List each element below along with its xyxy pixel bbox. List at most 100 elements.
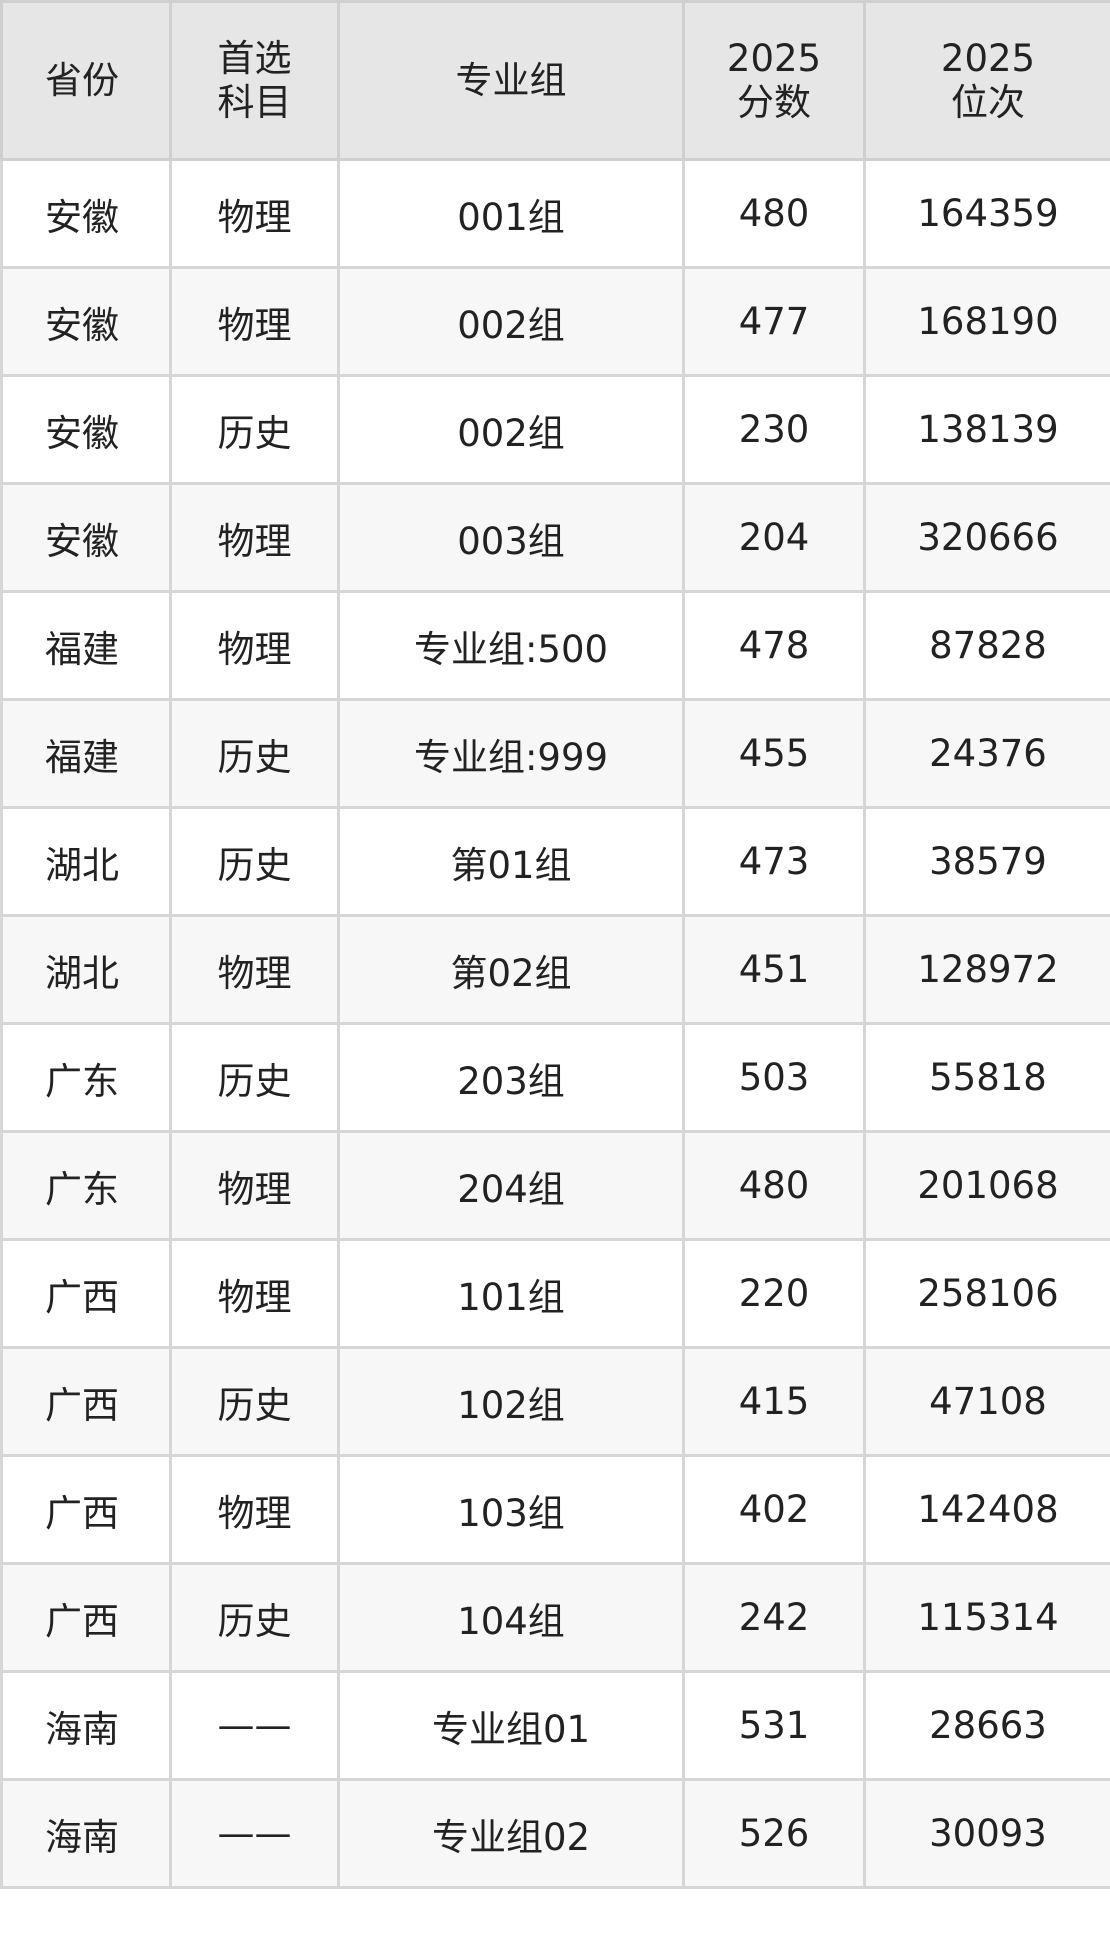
admission-score-table: 省份 首选 科目 专业组 2025 分数 2025 位次 安徽 物理 001组 480 164359 安… [0, 0, 1110, 1889]
table-row: 福建 历史 专业组:999 455 24376 [0, 698, 1110, 809]
cell-score: 451 [682, 914, 866, 1025]
table-row: 广西 历史 104组 242 115314 [0, 1562, 1110, 1673]
cell-province: 广西 [0, 1238, 172, 1349]
cell-group: 001组 [337, 158, 685, 269]
table-row: 广东 历史 203组 503 55818 [0, 1022, 1110, 1133]
cell-score: 204 [682, 482, 866, 593]
cell-group: 204组 [337, 1130, 685, 1241]
table-row: 安徽 物理 002组 477 168190 [0, 266, 1110, 377]
cell-group: 101组 [337, 1238, 685, 1349]
cell-subject: 物理 [169, 1454, 340, 1565]
cell-rank: 28663 [863, 1670, 1110, 1781]
cell-subject: 物理 [169, 914, 340, 1025]
cell-score: 526 [682, 1778, 866, 1889]
header-rank: 2025 位次 [863, 0, 1110, 161]
cell-score: 230 [682, 374, 866, 485]
table-row: 湖北 物理 第02组 451 128972 [0, 914, 1110, 1025]
cell-group: 专业组:500 [337, 590, 685, 701]
cell-score: 478 [682, 590, 866, 701]
cell-subject: 物理 [169, 590, 340, 701]
cell-subject: 历史 [169, 1346, 340, 1457]
cell-rank: 168190 [863, 266, 1110, 377]
cell-province: 广西 [0, 1346, 172, 1457]
header-province: 省份 [0, 0, 172, 161]
cell-group: 专业组02 [337, 1778, 685, 1889]
table-row: 安徽 物理 001组 480 164359 [0, 158, 1110, 269]
cell-group: 103组 [337, 1454, 685, 1565]
cell-rank: 24376 [863, 698, 1110, 809]
cell-rank: 115314 [863, 1562, 1110, 1673]
table-row: 广西 历史 102组 415 47108 [0, 1346, 1110, 1457]
cell-province: 福建 [0, 698, 172, 809]
table-row: 福建 物理 专业组:500 478 87828 [0, 590, 1110, 701]
cell-province: 福建 [0, 590, 172, 701]
cell-province: 安徽 [0, 266, 172, 377]
cell-rank: 142408 [863, 1454, 1110, 1565]
cell-score: 220 [682, 1238, 866, 1349]
header-label: 位次 [951, 80, 1025, 124]
header-label: 省份 [45, 58, 119, 102]
cell-province: 广西 [0, 1562, 172, 1673]
cell-group: 第01组 [337, 806, 685, 917]
cell-score: 503 [682, 1022, 866, 1133]
cell-rank: 320666 [863, 482, 1110, 593]
cell-rank: 38579 [863, 806, 1110, 917]
header-score: 2025 分数 [682, 0, 866, 161]
header-label: 2025 [940, 36, 1036, 80]
cell-subject: —— [169, 1670, 340, 1781]
cell-rank: 128972 [863, 914, 1110, 1025]
cell-group: 专业组:999 [337, 698, 685, 809]
cell-province: 海南 [0, 1778, 172, 1889]
table-row: 海南 —— 专业组02 526 30093 [0, 1778, 1110, 1889]
table-row: 海南 —— 专业组01 531 28663 [0, 1670, 1110, 1781]
table-row: 广西 物理 101组 220 258106 [0, 1238, 1110, 1349]
table-row: 安徽 历史 002组 230 138139 [0, 374, 1110, 485]
cell-score: 455 [682, 698, 866, 809]
cell-rank: 201068 [863, 1130, 1110, 1241]
table-row: 广西 物理 103组 402 142408 [0, 1454, 1110, 1565]
cell-subject: 历史 [169, 1562, 340, 1673]
cell-rank: 164359 [863, 158, 1110, 269]
cell-subject: 历史 [169, 1022, 340, 1133]
cell-score: 415 [682, 1346, 866, 1457]
cell-rank: 55818 [863, 1022, 1110, 1133]
header-label: 科目 [217, 80, 292, 124]
cell-score: 473 [682, 806, 866, 917]
header-row: 省份 首选 科目 专业组 2025 分数 2025 位次 [0, 0, 1110, 161]
cell-subject: 物理 [169, 1130, 340, 1241]
cell-rank: 138139 [863, 374, 1110, 485]
cell-subject: 历史 [169, 698, 340, 809]
header-label: 专业组 [455, 58, 567, 102]
cell-score: 402 [682, 1454, 866, 1565]
cell-province: 安徽 [0, 482, 172, 593]
header-subject: 首选 科目 [169, 0, 340, 161]
cell-subject: 物理 [169, 266, 340, 377]
cell-province: 安徽 [0, 158, 172, 269]
cell-group: 203组 [337, 1022, 685, 1133]
cell-province: 广东 [0, 1022, 172, 1133]
cell-score: 242 [682, 1562, 866, 1673]
cell-group: 002组 [337, 374, 685, 485]
cell-group: 002组 [337, 266, 685, 377]
cell-province: 海南 [0, 1670, 172, 1781]
header-group: 专业组 [337, 0, 685, 161]
cell-subject: 物理 [169, 1238, 340, 1349]
cell-group: 专业组01 [337, 1670, 685, 1781]
cell-subject: 历史 [169, 374, 340, 485]
cell-subject: 物理 [169, 158, 340, 269]
cell-subject: —— [169, 1778, 340, 1889]
cell-score: 480 [682, 158, 866, 269]
cell-rank: 87828 [863, 590, 1110, 701]
table-row: 广东 物理 204组 480 201068 [0, 1130, 1110, 1241]
cell-rank: 30093 [863, 1778, 1110, 1889]
cell-group: 102组 [337, 1346, 685, 1457]
cell-subject: 历史 [169, 806, 340, 917]
cell-score: 477 [682, 266, 866, 377]
cell-province: 安徽 [0, 374, 172, 485]
cell-group: 第02组 [337, 914, 685, 1025]
cell-rank: 47108 [863, 1346, 1110, 1457]
cell-province: 广东 [0, 1130, 172, 1241]
cell-score: 531 [682, 1670, 866, 1781]
header-label: 分数 [737, 80, 811, 124]
header-label: 首选 [217, 36, 292, 80]
